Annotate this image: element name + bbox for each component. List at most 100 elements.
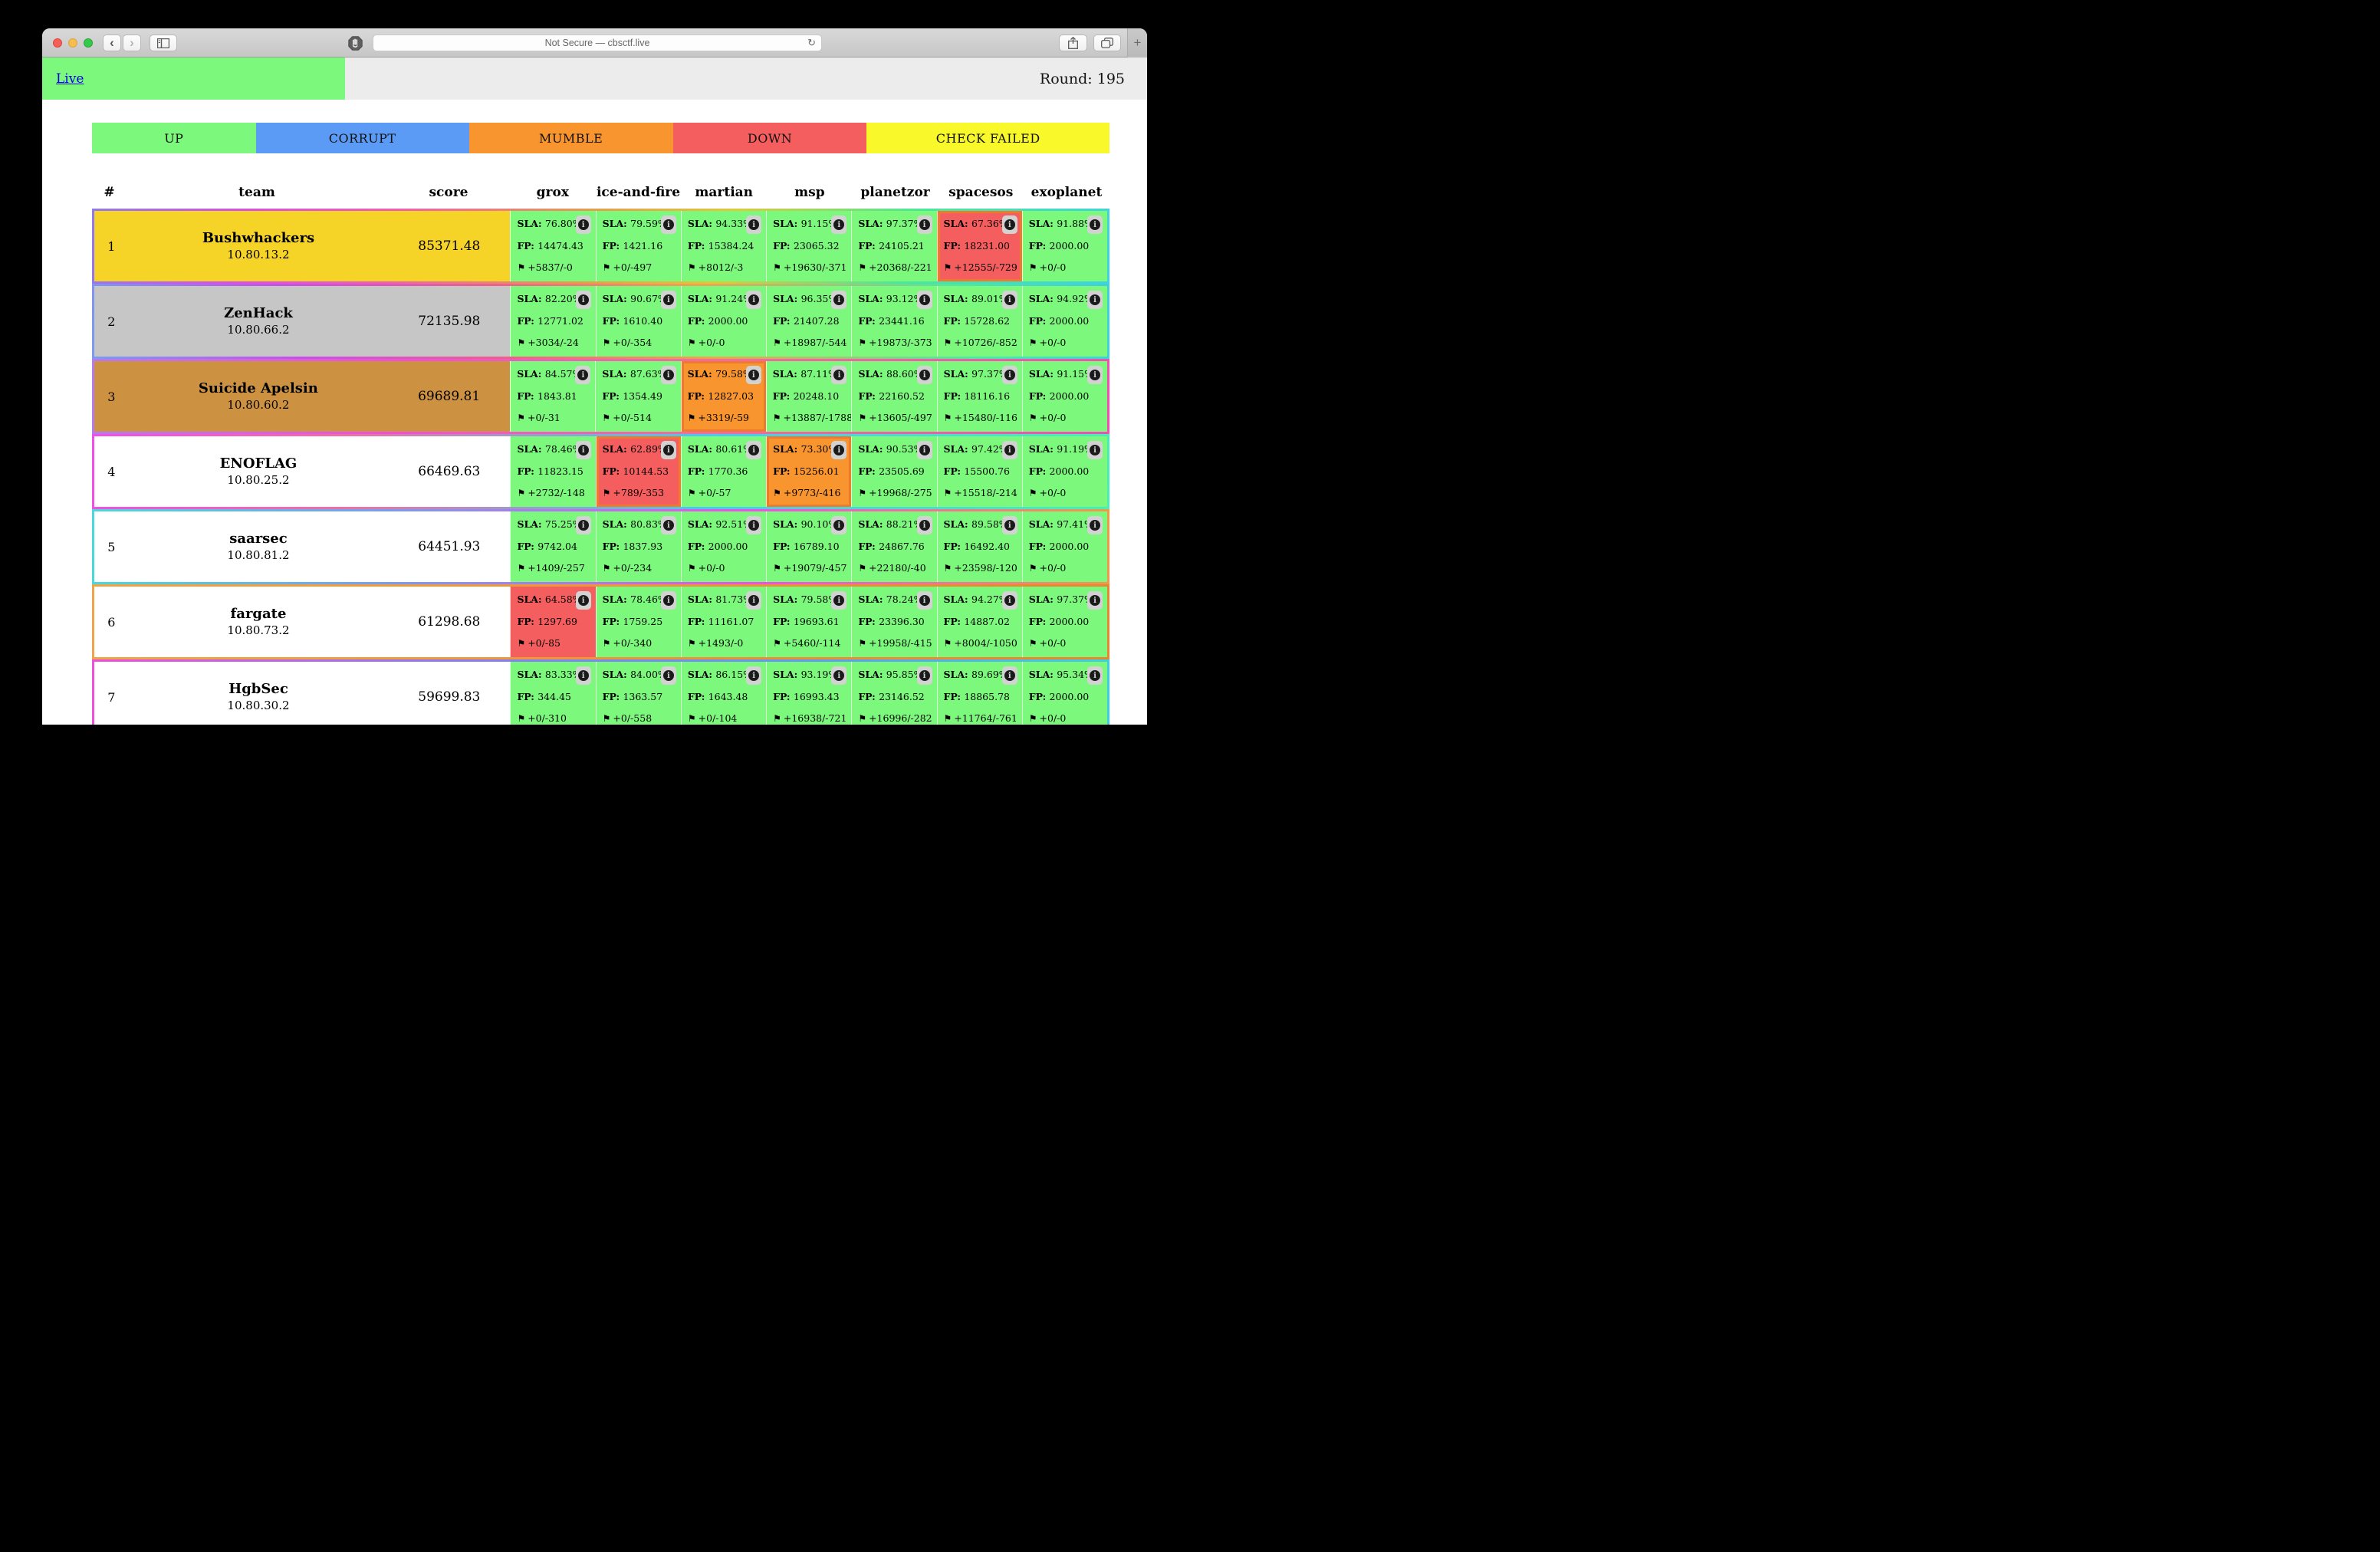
info-button[interactable]: i: [745, 366, 761, 384]
back-button[interactable]: ‹: [103, 35, 121, 51]
info-button[interactable]: i: [575, 215, 591, 234]
sidebar-toggle-button[interactable]: [150, 35, 177, 51]
info-button[interactable]: i: [1001, 291, 1017, 309]
sla-value: 97.42%: [971, 443, 1008, 455]
info-button[interactable]: i: [660, 516, 676, 534]
info-button[interactable]: i: [1087, 366, 1103, 384]
sla-label: SLA:: [1028, 443, 1057, 455]
fp-line: FP: 15256.01: [773, 465, 848, 477]
info-button[interactable]: i: [1001, 366, 1017, 384]
team-cell: HgbSec 10.80.30.2: [129, 662, 388, 725]
info-button[interactable]: i: [746, 215, 762, 234]
info-button[interactable]: i: [831, 666, 847, 685]
info-button[interactable]: i: [660, 291, 676, 309]
content-blocker-button[interactable]: [345, 35, 365, 51]
address-bar[interactable]: Not Secure — cbsctf.live ↻: [373, 35, 822, 51]
info-icon: i: [1004, 294, 1015, 305]
sla-label: SLA:: [1028, 368, 1057, 380]
info-button[interactable]: i: [660, 666, 676, 685]
info-button[interactable]: i: [831, 441, 847, 459]
info-button[interactable]: i: [1086, 215, 1103, 234]
sla-value: 90.53%: [886, 443, 923, 455]
info-button[interactable]: i: [916, 666, 932, 685]
info-button[interactable]: i: [1001, 441, 1017, 459]
info-button[interactable]: i: [575, 666, 591, 685]
info-button[interactable]: i: [660, 215, 676, 234]
flags-line: ⚑ +0/-0: [1029, 637, 1104, 649]
flags-value: +19968/-275: [869, 487, 932, 498]
info-button[interactable]: i: [575, 441, 591, 459]
close-window-button[interactable]: [53, 38, 62, 48]
flags-value: +0/-0: [698, 337, 725, 348]
info-button[interactable]: i: [916, 291, 932, 309]
fp-line: FP: 23505.69: [858, 465, 933, 477]
live-link[interactable]: Live: [56, 71, 84, 87]
reload-icon[interactable]: ↻: [807, 37, 816, 48]
info-button[interactable]: i: [1086, 291, 1103, 309]
share-icon: [1068, 37, 1078, 49]
service-cell-spacesos: SLA: 97.37% i FP: 18116.16 ⚑ +15480/-116: [936, 361, 1022, 432]
column-header-exoplanet: exoplanet: [1031, 185, 1103, 200]
info-button[interactable]: i: [1086, 441, 1103, 459]
info-button[interactable]: i: [1086, 516, 1103, 534]
minimize-window-button[interactable]: [68, 38, 77, 48]
info-button[interactable]: i: [746, 666, 762, 685]
info-button[interactable]: i: [1086, 666, 1103, 685]
fp-line: FP: 2000.00: [1029, 465, 1104, 477]
info-button[interactable]: i: [1086, 591, 1103, 610]
info-button[interactable]: i: [916, 441, 932, 459]
sla-value: 67.36%: [971, 218, 1008, 229]
info-button[interactable]: i: [916, 215, 932, 234]
info-button[interactable]: i: [916, 591, 932, 610]
info-icon: i: [577, 445, 589, 455]
info-button[interactable]: i: [831, 591, 847, 610]
info-button[interactable]: i: [575, 366, 591, 384]
sla-line: SLA: 76.80%: [517, 218, 592, 229]
info-button[interactable]: i: [575, 591, 591, 610]
info-button[interactable]: i: [746, 441, 762, 459]
sla-label: SLA:: [943, 594, 972, 605]
info-button[interactable]: i: [746, 591, 762, 610]
team-name: ZenHack: [224, 305, 293, 322]
zoom-window-button[interactable]: [84, 38, 93, 48]
rank-cell: 6: [107, 614, 116, 630]
fp-label: FP:: [517, 465, 538, 477]
info-button[interactable]: i: [916, 366, 932, 384]
info-button[interactable]: i: [660, 441, 676, 459]
fp-value: 1759.25: [623, 615, 663, 627]
flag-icon: ⚑: [687, 713, 696, 724]
flags-line: ⚑ +11764/-761: [944, 712, 1019, 724]
info-button[interactable]: i: [831, 366, 847, 384]
info-button[interactable]: i: [831, 291, 847, 309]
info-icon: i: [577, 595, 589, 606]
info-button[interactable]: i: [660, 366, 676, 384]
info-button[interactable]: i: [831, 215, 847, 234]
fp-line: FP: 1610.40: [603, 315, 678, 327]
forward-button[interactable]: ›: [123, 35, 141, 51]
browser-toolbar: ‹ ›: [42, 28, 1147, 58]
info-button[interactable]: i: [1001, 215, 1017, 234]
info-button[interactable]: i: [1001, 666, 1017, 685]
flags-line: ⚑ +5460/-114: [773, 637, 848, 649]
share-button[interactable]: [1059, 35, 1087, 51]
sla-value: 97.41%: [1057, 518, 1093, 530]
new-tab-button[interactable]: +: [1127, 28, 1147, 58]
info-icon: i: [833, 670, 845, 681]
sla-value: 82.20%: [544, 293, 582, 304]
info-button[interactable]: i: [746, 291, 762, 309]
info-button[interactable]: i: [746, 516, 762, 534]
info-button[interactable]: i: [660, 591, 676, 610]
fp-line: FP: 15728.62: [944, 315, 1019, 327]
fp-label: FP:: [773, 314, 794, 327]
info-button[interactable]: i: [575, 291, 591, 309]
info-button[interactable]: i: [916, 516, 932, 534]
info-button[interactable]: i: [1001, 591, 1017, 610]
table-row: 3 Suicide Apelsin 10.80.60.2 69689.81 SLA: 8…: [94, 361, 1108, 432]
flags-line: ⚑ +0/-0: [1029, 562, 1104, 574]
show-tabs-button[interactable]: [1093, 35, 1121, 51]
info-icon: i: [577, 294, 589, 305]
info-button[interactable]: i: [1001, 516, 1017, 534]
info-button[interactable]: i: [831, 516, 847, 534]
info-button[interactable]: i: [575, 516, 591, 534]
fp-label: FP:: [687, 239, 708, 252]
